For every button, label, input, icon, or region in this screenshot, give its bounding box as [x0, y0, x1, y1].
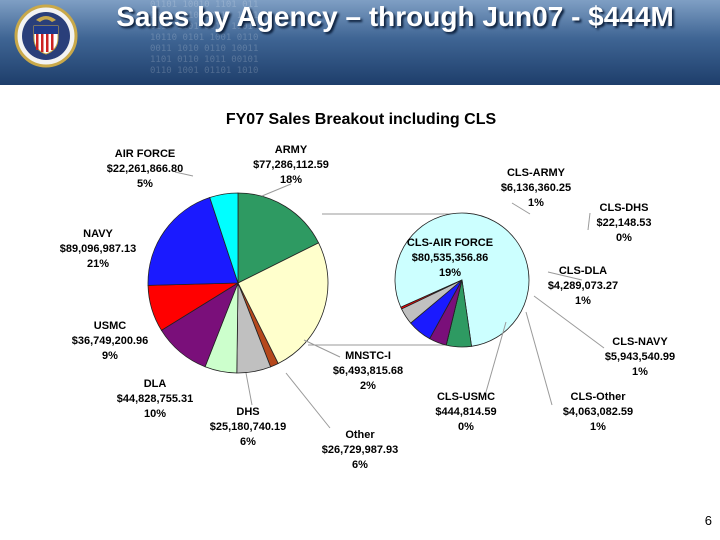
main-pie — [147, 192, 329, 374]
sales-breakout-chart: FY07 Sales Breakout including CLS ARMY $7… — [60, 111, 675, 471]
label-dla: DLA $44,828,755.31 10% — [117, 378, 193, 420]
agency-seal-icon — [14, 4, 78, 68]
label-usmc: USMC $36,749,200.96 9% — [72, 320, 148, 362]
label-navy: NAVY $89,096,987.13 21% — [60, 228, 136, 270]
label-cls-other: CLS-Other $4,063,082.59 1% — [563, 391, 633, 433]
cls-pie — [394, 212, 530, 348]
slice-cls — [237, 242, 329, 365]
leader-cls-dla — [547, 271, 583, 281]
leader-cls-dhs — [587, 212, 591, 231]
label-cls-air-force: CLS-AIR FORCE $80,535,356.86 19% — [407, 237, 493, 279]
leader-cls-usmc — [485, 321, 507, 393]
slice-cls-usmc — [400, 279, 463, 310]
leader-cls-army — [511, 202, 531, 215]
label-other: Other $26,729,987.93 6% — [322, 429, 398, 471]
label-leader-lines — [174, 171, 605, 429]
label-air-force: AIR FORCE $22,261,866.80 5% — [107, 148, 183, 190]
slice-navy — [147, 197, 239, 286]
slice-labels: ARMY $77,286,112.59 18% MNSTC-I $6,493,815.6… — [60, 144, 675, 471]
leader-cls-navy — [533, 295, 605, 349]
label-army: ARMY $77,286,112.59 18% — [253, 144, 329, 186]
slice-cls-air-force — [394, 212, 530, 347]
leader-cls-other — [525, 311, 553, 406]
label-dhs: DHS $25,180,740.19 6% — [210, 406, 286, 448]
label-cls-dhs: CLS-DHS $22,148.53 0% — [596, 202, 651, 244]
label-cls-army: CLS-ARMY $6,136,360.25 1% — [501, 167, 571, 209]
chart-title: FY07 Sales Breakout including CLS — [226, 111, 497, 128]
leader-mnstc-i — [303, 339, 341, 358]
label-cls-navy: CLS-NAVY $5,943,540.99 1% — [605, 336, 675, 378]
leader-army — [261, 183, 292, 197]
slide-title: Sales by Agency – through Jun07 - $444M — [116, 1, 674, 32]
label-cls-usmc: CLS-USMC $444,814.59 0% — [435, 391, 496, 433]
leader-air-force — [174, 171, 194, 177]
header-binary-pattern: 01101 10010 1101 011 1001 0110 10110 100… — [150, 0, 259, 76]
slice-air-force — [209, 192, 239, 284]
label-mnstc-i: MNSTC-I $6,493,815.68 2% — [333, 350, 403, 392]
slice-army — [237, 192, 320, 284]
leader-dhs — [245, 372, 253, 406]
label-cls-dla: CLS-DLA $4,289,073.27 1% — [548, 265, 618, 307]
page-number: 6 — [704, 513, 712, 528]
slide-header: 01101 10010 1101 011 1001 0110 10110 100… — [0, 0, 720, 85]
leader-other — [285, 372, 331, 429]
